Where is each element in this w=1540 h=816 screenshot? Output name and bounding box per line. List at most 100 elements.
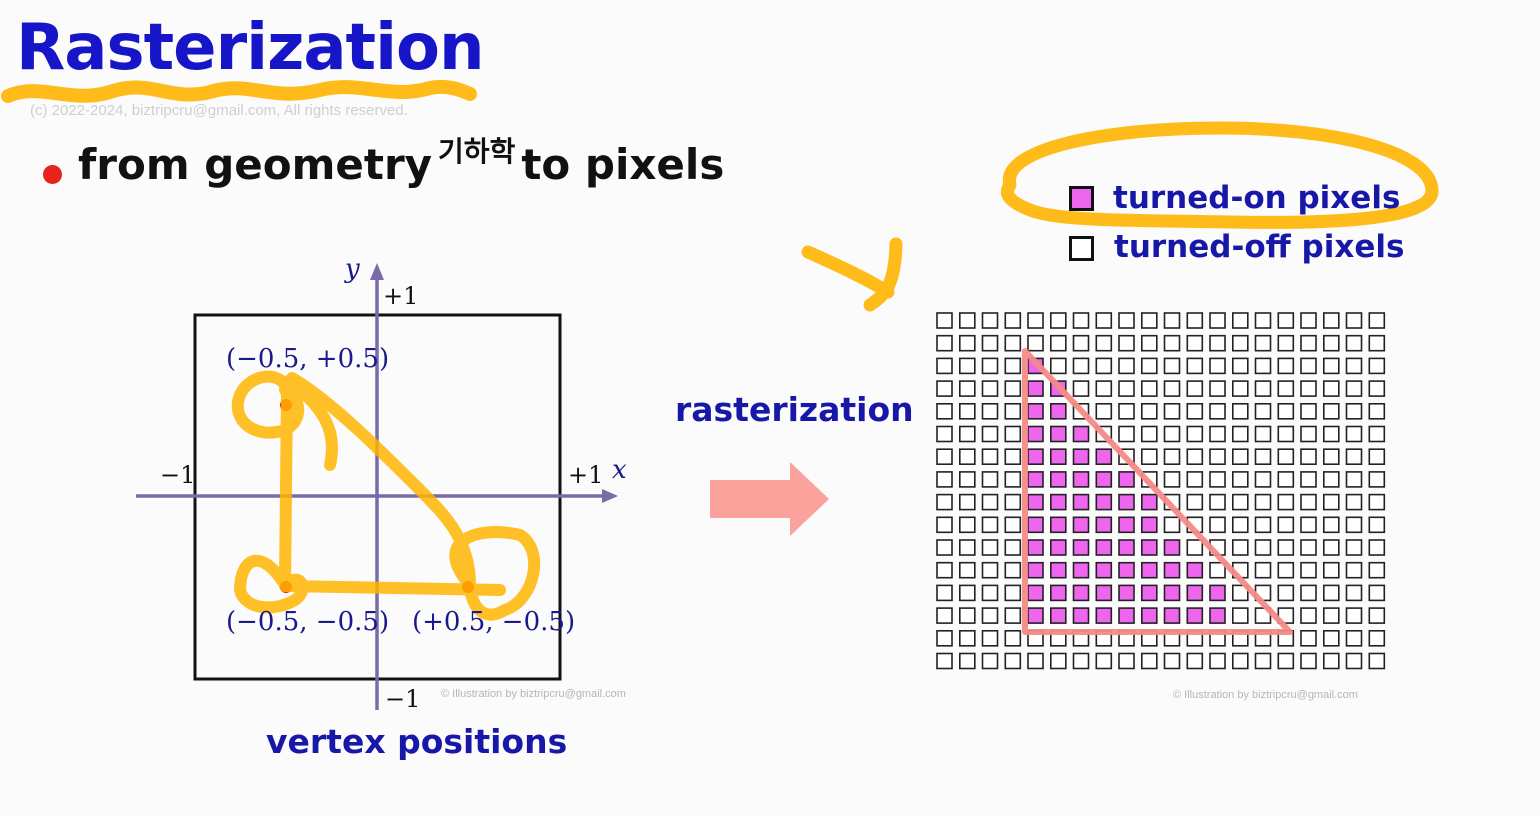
pixel-off	[1141, 312, 1158, 329]
pixel-off	[1323, 607, 1340, 624]
pixel-off	[1186, 493, 1204, 511]
pixel-off	[1345, 312, 1363, 329]
pixel-off	[1072, 334, 1090, 352]
pixel-off	[936, 448, 953, 466]
pixel-off	[1277, 448, 1295, 466]
pixel-off	[1277, 561, 1295, 579]
pixel-off	[936, 584, 953, 602]
bullet-text: from geometry 기하학 to pixels	[78, 135, 724, 199]
pixel-off	[1072, 357, 1090, 375]
pixel-off	[1163, 652, 1181, 670]
pixel-off	[1232, 448, 1249, 466]
pixel-on	[1186, 584, 1204, 602]
pixel-off	[1095, 334, 1113, 352]
pixel-on	[1072, 471, 1090, 488]
pixel-off	[1095, 312, 1113, 329]
pixel-off	[1345, 539, 1363, 556]
pixel-off	[1232, 334, 1249, 352]
pixel-on	[1118, 584, 1135, 602]
pixel-on	[1163, 561, 1181, 579]
pixel-off	[1254, 425, 1272, 443]
pixel-off	[1300, 357, 1317, 375]
pixel-off	[1254, 539, 1272, 556]
pixel-on	[1027, 607, 1044, 624]
pixel-off	[1232, 493, 1249, 511]
pixel-off	[936, 493, 953, 511]
pixel-off	[1300, 516, 1317, 534]
pixel-off	[1345, 652, 1363, 670]
pixel-off	[1004, 402, 1022, 420]
slide-title: Rasterization	[16, 11, 485, 85]
pixel-off	[1323, 312, 1340, 329]
pixel-off	[1186, 471, 1204, 488]
x-axis-name: x	[612, 455, 627, 485]
pixel-on	[1027, 471, 1044, 488]
pixel-off	[1209, 402, 1226, 420]
pixel-off	[1368, 493, 1386, 511]
pixel-off	[958, 629, 976, 647]
pixel-on	[1095, 539, 1113, 556]
x-axis-max-label: +1	[568, 461, 604, 489]
pixel-off	[1368, 539, 1386, 556]
pixel-off	[958, 448, 976, 466]
pixel-on	[1072, 539, 1090, 556]
pixel-on	[1095, 607, 1113, 624]
pixel-off	[1232, 539, 1249, 556]
pixel-off	[936, 516, 953, 534]
pixel-off	[981, 629, 999, 647]
pixel-off	[1368, 652, 1386, 670]
pixel-off	[1118, 652, 1135, 670]
pixel-off	[958, 357, 976, 375]
pixel-off	[981, 334, 999, 352]
pixel-off	[958, 380, 976, 397]
pixel-off	[1277, 584, 1295, 602]
pixel-off	[1323, 448, 1340, 466]
pixel-off	[1004, 425, 1022, 443]
rasterization-arrow-label: rasterization	[675, 390, 914, 429]
y-axis-arrowhead	[370, 263, 384, 280]
pixel-off	[1004, 334, 1022, 352]
pixel-off	[958, 607, 976, 624]
triangle-scribble-annotation	[231, 370, 541, 621]
pixel-off	[1277, 539, 1295, 556]
pixel-off	[1163, 402, 1181, 420]
pixel-on	[1050, 425, 1067, 443]
pixel-off	[1232, 380, 1249, 397]
pixel-off	[1323, 471, 1340, 488]
bullet-dot	[43, 165, 62, 184]
vertex-label-top-left: (−0.5, +0.5)	[226, 344, 390, 374]
pixel-off	[1118, 425, 1135, 443]
pixel-off	[1300, 629, 1317, 647]
pixel-on	[1095, 516, 1113, 534]
vertex-positions-caption: vertex positions	[266, 722, 568, 761]
pixel-off	[1186, 425, 1204, 443]
pixel-on	[1027, 380, 1044, 397]
pixel-off	[1186, 312, 1204, 329]
pixel-off	[1345, 402, 1363, 420]
pixel-off	[1232, 402, 1249, 420]
pixel-on	[1118, 516, 1135, 534]
pixel-off	[1277, 425, 1295, 443]
pixel-off	[981, 561, 999, 579]
pixel-off	[1209, 448, 1226, 466]
pixel-on	[1141, 539, 1158, 556]
pixel-off	[1323, 516, 1340, 534]
pixel-on	[1118, 539, 1135, 556]
pixel-off	[1209, 516, 1226, 534]
pixel-off	[1186, 380, 1204, 397]
pixel-off	[1050, 652, 1067, 670]
pixel-on	[1050, 561, 1067, 579]
pixel-off	[1209, 425, 1226, 443]
pixel-off	[1368, 629, 1386, 647]
pointer-arrow-annotation	[801, 237, 903, 312]
pixel-off	[1323, 539, 1340, 556]
y-axis-name: y	[345, 254, 360, 284]
pixel-on	[1186, 561, 1204, 579]
pixel-off	[936, 312, 953, 329]
pixel-off	[1209, 357, 1226, 375]
pixel-off	[981, 652, 999, 670]
pixel-off	[1254, 471, 1272, 488]
pixel-on	[1141, 607, 1158, 624]
pixel-on	[1050, 607, 1067, 624]
pixel-off	[1095, 357, 1113, 375]
